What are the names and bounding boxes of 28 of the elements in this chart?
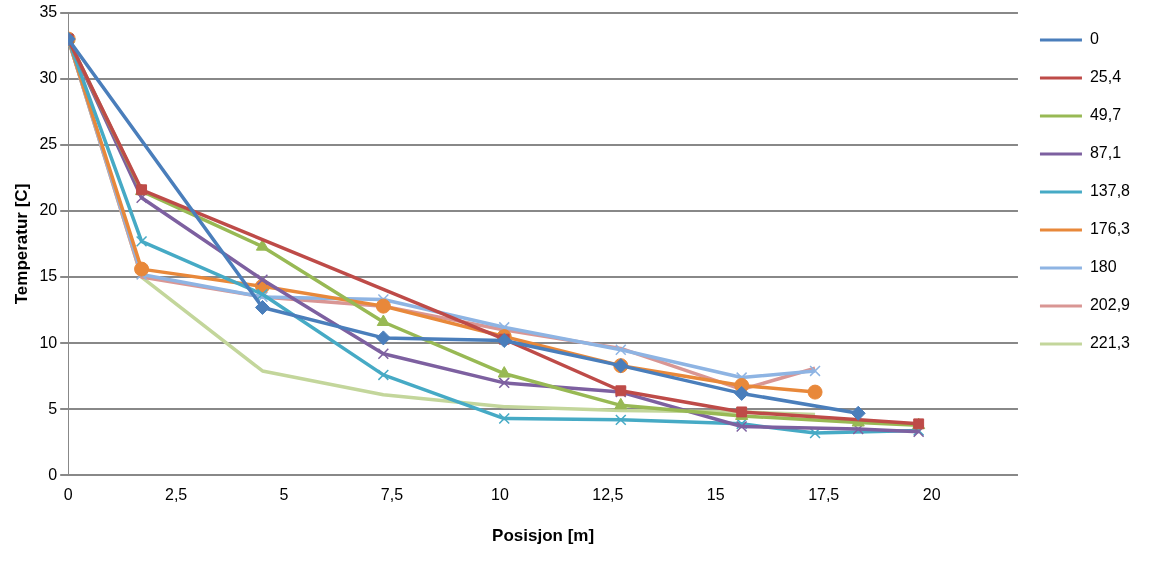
y-tick-label: 35 [39, 3, 58, 21]
x-tick-label: 17,5 [808, 486, 840, 504]
legend-label: 176,3 [1089, 220, 1131, 238]
legend-label: 0 [1089, 30, 1099, 48]
legend-label: 137,8 [1089, 182, 1131, 200]
y-tick-label: 10 [39, 333, 58, 351]
legend-label: 25,4 [1089, 68, 1122, 86]
y-tick-label: 0 [48, 465, 58, 483]
x-tick-label: 7,5 [380, 486, 404, 504]
x-axis-title: Posisjon [m] [492, 526, 595, 546]
x-tick-label: 12,5 [592, 486, 624, 504]
legend-label: 202,9 [1089, 296, 1131, 314]
y-axis-title: Temperatur [C] [11, 183, 31, 305]
y-tick-label: 30 [39, 69, 58, 87]
y-tick-label: 5 [48, 399, 58, 417]
legend-label: 49,7 [1089, 106, 1122, 124]
y-tick-label: 20 [39, 201, 58, 219]
legend-label: 180 [1089, 258, 1117, 276]
x-tick-label: 5 [279, 486, 289, 504]
x-tick-label: 10 [491, 486, 509, 504]
x-tick-label: 2,5 [165, 486, 188, 504]
x-tick-label: 0 [63, 486, 73, 504]
x-tick-label: 15 [706, 486, 725, 504]
y-tick-label: 25 [39, 135, 58, 153]
legend-label: 221,3 [1089, 334, 1131, 352]
legend-label: 87,1 [1089, 144, 1122, 162]
x-tick-label: 20 [922, 486, 941, 504]
y-tick-label: 15 [39, 267, 58, 285]
